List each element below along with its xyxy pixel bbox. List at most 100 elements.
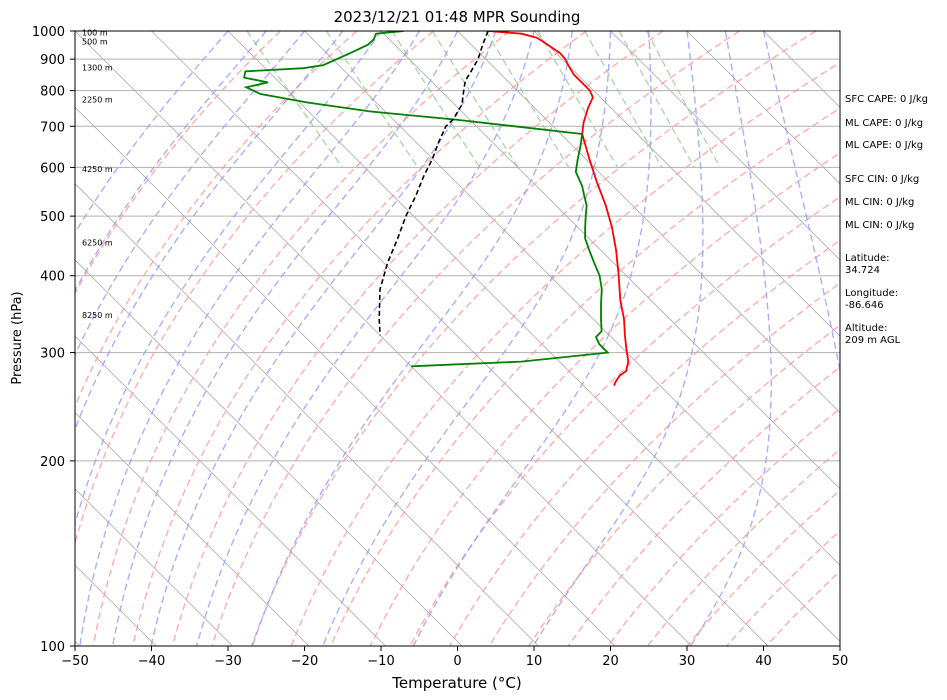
mixing-ratio-line (537, 31, 619, 168)
moist-adiabat-line (690, 31, 772, 646)
y-tick-label: 700 (40, 120, 65, 135)
mixing-ratio-line (645, 31, 721, 168)
moist-adiabat-line (75, 31, 306, 357)
moist-adiabat-line (112, 31, 459, 646)
x-axis-label: Temperature (°C) (391, 674, 521, 692)
dry-adiabat-line (250, 31, 817, 646)
moist-adiabat-line (195, 31, 535, 646)
stat-ml-cape-2: ML CAPE: 0 J/kg (845, 140, 923, 151)
height-label: 8250 m (82, 311, 113, 320)
height-label: 4250 m (82, 165, 113, 174)
moist-adiabat-line (412, 31, 652, 646)
dry-adiabat-line (290, 61, 840, 646)
moist-adiabat-line (79, 31, 420, 646)
isotherm-line (457, 31, 840, 414)
x-tick-label: 40 (755, 654, 772, 669)
x-tick-label: 20 (602, 654, 619, 669)
longitude-value: -86.646 (845, 300, 884, 311)
height-label: 500 m (82, 37, 108, 46)
isotherm-line (227, 31, 840, 643)
moist-adiabat-line (532, 31, 704, 646)
y-tick-label: 900 (40, 53, 65, 68)
sounding-series (243, 31, 630, 386)
dry-adiabat-line (409, 196, 840, 646)
y-tick-label: 600 (40, 161, 65, 176)
mixing-ratio-line (584, 31, 663, 168)
y-axis-ticks: 1000 900 800 700 600 500 400 300 200 100 (32, 25, 75, 655)
height-label: 2250 m (82, 95, 113, 104)
y-tick-label: 1000 (32, 25, 65, 40)
isotherm-line (533, 31, 840, 337)
dewpoint-profile-line (243, 31, 610, 368)
moist-adiabat-line (150, 31, 497, 646)
isotherm-line (151, 31, 769, 646)
y-tick-label: 500 (40, 210, 65, 225)
moist-adiabat-line (75, 31, 229, 235)
dry-adiabat-line (75, 31, 281, 295)
plot-frame (74, 30, 841, 647)
moist-adiabat-lines (75, 31, 840, 646)
isotherm-line (380, 31, 840, 490)
altitude-value: 209 m AGL (845, 335, 901, 346)
stats-panel: SFC CAPE: 0 J/kg ML CAPE: 0 J/kg ML CAPE… (845, 94, 928, 346)
y-tick-label: 100 (40, 640, 65, 655)
isotherm-line (610, 31, 840, 261)
y-axis-label: Pressure (hPa) (10, 291, 25, 384)
mixing-ratio-line (618, 31, 696, 168)
isotherm-line (75, 488, 233, 646)
dry-adiabat-line (75, 31, 358, 409)
x-tick-label: −10 (367, 654, 394, 669)
pressure-gridlines (75, 31, 840, 646)
y-tick-label: 200 (40, 455, 65, 470)
dry-adiabat-line (330, 107, 840, 646)
isotherm-line (304, 31, 840, 566)
x-tick-label: −20 (291, 654, 318, 669)
x-tick-label: −30 (214, 654, 241, 669)
isotherm-line (75, 183, 539, 646)
x-tick-label: −50 (61, 654, 88, 669)
height-label: 1300 m (82, 64, 113, 73)
latitude-value: 34.724 (845, 265, 880, 276)
longitude-label: Longitude: (845, 288, 898, 299)
moist-adiabat-line (251, 31, 573, 646)
stat-ml-cin-1: ML CIN: 0 J/kg (845, 197, 914, 208)
chart-title: 2023/12/21 01:48 MPR Sounding (334, 8, 581, 26)
latitude-label: Latitude: (845, 253, 890, 264)
moist-adiabat-line (322, 31, 612, 646)
stat-ml-cape-1: ML CAPE: 0 J/kg (845, 118, 923, 129)
dry-adiabat-line (75, 31, 434, 546)
temperature-profile-line (488, 31, 630, 386)
altitude-label: Altitude: (845, 323, 887, 334)
moist-adiabat-line (762, 31, 840, 375)
y-tick-label: 800 (40, 85, 65, 100)
x-tick-label: 10 (526, 654, 543, 669)
stat-ml-cin-2: ML CIN: 0 J/kg (845, 220, 914, 231)
y-tick-label: 400 (40, 270, 65, 285)
moist-adiabat-line (75, 31, 267, 293)
stat-sfc-cape: SFC CAPE: 0 J/kg (845, 94, 928, 105)
stat-sfc-cin: SFC CIN: 0 J/kg (845, 174, 919, 185)
isotherm-line (0, 31, 3, 646)
y-tick-label: 300 (40, 347, 65, 362)
dry-adiabat-line (369, 152, 840, 646)
dry-adiabat-line (132, 31, 587, 646)
isotherm-line (75, 411, 310, 646)
parcel-profile-line (378, 31, 489, 336)
moist-adiabat-line (75, 31, 344, 432)
dry-adiabat-line (92, 31, 511, 646)
x-tick-label: 30 (679, 654, 696, 669)
mixing-ratio-line (246, 31, 343, 168)
x-axis-ticks: −50 −40 −30 −20 −10 0 10 20 30 40 50 (61, 646, 848, 669)
dry-adiabat-line (171, 31, 664, 646)
isotherm-lines (0, 31, 840, 646)
isotherm-line (75, 31, 692, 646)
moist-adiabat-line (75, 31, 382, 527)
mixing-ratio-line (431, 31, 519, 168)
isotherm-line (686, 31, 840, 185)
x-tick-label: 0 (453, 654, 461, 669)
isotherm-line (75, 106, 616, 646)
height-label: 100 m (82, 28, 108, 37)
plot-area (0, 31, 840, 646)
